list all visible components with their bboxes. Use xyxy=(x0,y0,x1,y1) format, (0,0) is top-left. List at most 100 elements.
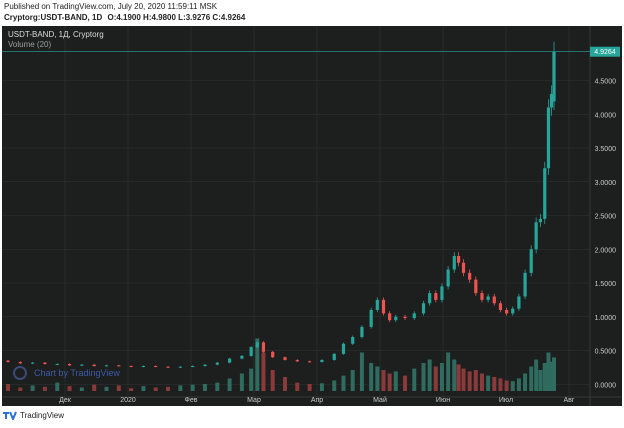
candle-body xyxy=(388,313,392,321)
y-tick-label: 2.5000 xyxy=(595,214,617,221)
volume-bar xyxy=(55,382,60,391)
chart-area[interactable]: 0.0000 0.5000 1.0000 1.5000 2.0000 2.5000 3.00… xyxy=(2,26,622,406)
candle-body xyxy=(375,299,379,310)
volume-bar xyxy=(538,370,543,391)
watermark-text: Chart by TradingView xyxy=(34,368,120,378)
candle-body xyxy=(381,299,386,314)
candle-body xyxy=(498,303,503,310)
last-price-label: 4.9264 xyxy=(594,49,616,56)
x-tick-label: Мар xyxy=(247,397,261,404)
candle-body xyxy=(468,272,472,280)
chart-background xyxy=(2,26,622,406)
candle-body xyxy=(191,366,195,368)
symbol-label: Cryptorg:USDT-BAND, 1D xyxy=(4,13,103,22)
volume-bar xyxy=(498,378,503,391)
volume-bar xyxy=(307,384,312,391)
candle-body xyxy=(546,107,551,169)
x-tick-label: Апр xyxy=(311,397,323,404)
candle-body xyxy=(369,310,373,327)
volume-bar xyxy=(104,386,109,391)
candle-body xyxy=(538,218,543,223)
candle-body xyxy=(178,366,182,368)
last-price-marker: 4.9264 xyxy=(2,46,620,57)
candle-body xyxy=(552,51,556,102)
candle-body xyxy=(104,365,109,367)
candle-body xyxy=(492,296,496,304)
volume-bar xyxy=(295,382,300,391)
candle-body xyxy=(529,249,533,273)
volume-bar xyxy=(456,364,461,391)
volume-bar xyxy=(239,373,244,391)
candle-body xyxy=(6,360,10,362)
volume-bar xyxy=(516,378,521,391)
volume-bar xyxy=(18,387,23,391)
volume-bar xyxy=(523,373,528,391)
volume-bar xyxy=(270,370,275,391)
candle-body xyxy=(55,364,59,365)
footer: TradingView xyxy=(3,410,64,420)
volume-bar xyxy=(461,368,466,391)
volume-bar xyxy=(30,385,35,391)
volume-bar xyxy=(403,375,408,391)
volume-bar xyxy=(341,375,346,391)
x-tick-label: Июл xyxy=(499,397,513,404)
candle-body xyxy=(67,364,72,366)
candle-body xyxy=(261,342,266,352)
candle-body xyxy=(543,168,547,219)
candle-body xyxy=(461,262,466,273)
candle-body xyxy=(141,366,146,368)
candle-body xyxy=(360,326,364,337)
volume-bar xyxy=(534,359,539,391)
volume-bar xyxy=(369,363,374,391)
candle-body xyxy=(154,366,158,368)
volume-bar xyxy=(255,338,260,391)
volume-bar xyxy=(529,366,534,391)
y-tick-label: 3.5000 xyxy=(595,146,617,153)
y-tick-label: 1.0000 xyxy=(595,315,617,322)
candle-body xyxy=(480,293,484,300)
volume-bar xyxy=(439,363,444,391)
x-tick-label: Июн xyxy=(436,397,450,404)
grid-lines xyxy=(2,26,622,406)
y-tick-label: 1.5000 xyxy=(595,281,617,288)
volume-bar xyxy=(190,384,195,391)
y-tick-label: 3.0000 xyxy=(595,180,617,187)
candle-body xyxy=(332,353,336,360)
volume-bar xyxy=(504,380,509,391)
candle-body xyxy=(320,359,324,362)
y-axis: 0.0000 0.5000 1.0000 1.5000 2.0000 2.5000 3.00… xyxy=(595,79,617,390)
tradingview-logo-icon xyxy=(3,411,17,420)
chart-svg[interactable]: 0.0000 0.5000 1.0000 1.5000 2.0000 2.5000 3.00… xyxy=(2,26,622,406)
volume-bar xyxy=(141,386,146,391)
candle-body xyxy=(255,342,259,348)
volume-bar xyxy=(178,385,183,391)
candle-body xyxy=(129,366,133,368)
volume-bar xyxy=(546,352,551,391)
y-tick-label: 0.0000 xyxy=(595,382,617,389)
candle-body xyxy=(421,303,426,314)
tradingview-watermark-icon xyxy=(13,366,27,380)
candle-body xyxy=(403,316,407,319)
candle-body xyxy=(249,347,253,356)
candle-body xyxy=(523,272,527,297)
candle-body xyxy=(166,366,170,368)
candle-body xyxy=(474,279,478,294)
candle-body xyxy=(271,351,275,358)
volume-bars xyxy=(6,338,556,391)
candle-body xyxy=(43,362,47,364)
symbol-ohlc-line: Cryptorg:USDT-BAND, 1D O:4.1900 H:4.9800… xyxy=(4,13,245,22)
y-tick-label: 4.0000 xyxy=(595,112,617,119)
candle-body xyxy=(215,362,219,365)
volume-bar xyxy=(492,377,497,391)
volume-bar xyxy=(202,384,207,391)
volume-bar xyxy=(387,373,392,391)
candle-body xyxy=(308,361,312,363)
volume-bar xyxy=(153,387,158,391)
volume-bar xyxy=(452,359,457,391)
volume-bar xyxy=(332,380,337,391)
candle-body xyxy=(31,362,35,364)
volume-bar xyxy=(412,368,417,391)
last-price-badge xyxy=(590,46,620,57)
volume-bar xyxy=(92,384,97,391)
legend-volume: Volume (20) xyxy=(8,40,51,49)
